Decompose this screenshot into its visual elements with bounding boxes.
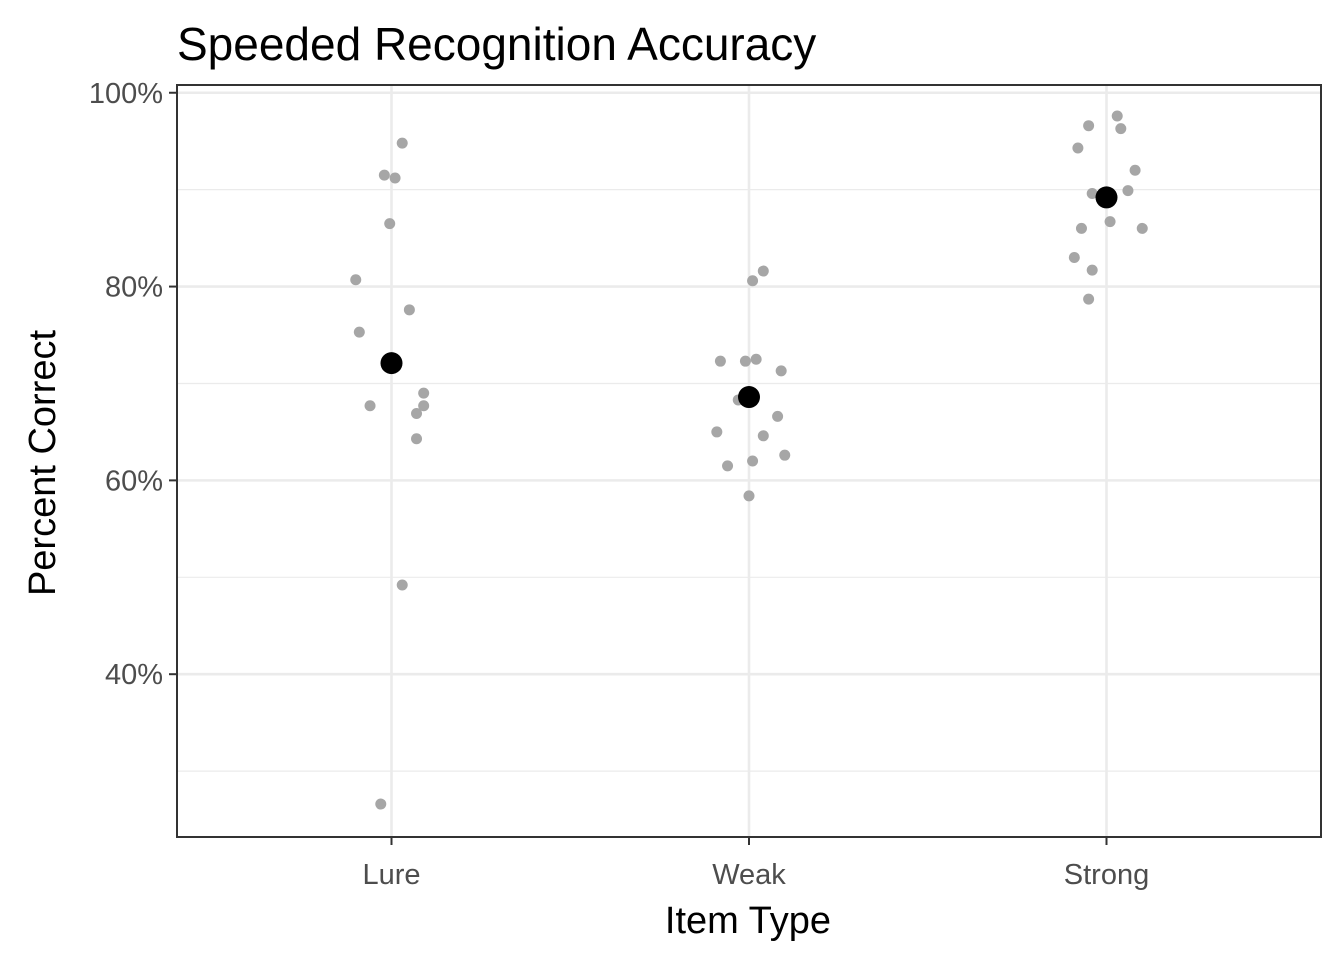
x-tick-label: Strong [1064,859,1149,891]
data-point [1086,188,1098,200]
x-axis: Lure Weak Strong [362,837,1149,891]
mean-point [738,386,760,409]
data-point [1083,293,1095,305]
data-point [403,304,415,316]
data-point [757,430,769,442]
data-point [743,490,755,502]
data-point [384,218,396,230]
y-axis: 40% 60% 80% 100% [89,78,177,691]
data-point [396,579,408,591]
data-point [389,172,401,184]
data-point [1068,251,1080,263]
x-tick-label: Lure [362,859,420,891]
data-point [747,455,759,467]
data-point [1111,110,1123,122]
data-point [772,410,784,422]
mean-point [1095,186,1118,209]
data-point [418,387,430,399]
data-point [1136,222,1148,234]
mean-points [380,186,1118,409]
data-point [1122,185,1134,197]
data-point [739,355,751,367]
data-point [1115,123,1127,135]
data-point [1075,222,1087,234]
data-point [353,326,365,338]
data-point [722,460,734,472]
data-point [775,365,787,377]
y-tick-label: 100% [89,78,163,110]
data-point [750,353,762,365]
data-point [779,449,791,461]
data-point [411,408,423,420]
data-point [411,433,423,445]
data-point [378,169,390,181]
y-tick-label: 40% [105,659,163,691]
data-point [396,137,408,149]
data-points [350,110,1148,810]
y-tick-label: 60% [105,465,163,497]
data-point [1129,164,1141,176]
data-point [1083,120,1095,132]
data-point [1086,264,1098,276]
data-point [711,426,723,438]
data-point [375,798,387,810]
data-point [714,355,726,367]
data-point [757,265,769,277]
data-point [1072,142,1084,154]
data-point [350,274,362,286]
y-axis-title: Percent Correct [22,330,64,597]
data-point [418,400,430,412]
x-tick-label: Weak [712,859,786,891]
mean-point [380,352,403,375]
y-tick-label: 80% [105,272,163,304]
data-point [1104,216,1116,228]
data-point [364,400,376,412]
data-point [747,275,759,287]
x-axis-title: Item Type [665,900,831,942]
chart-title: Speeded Recognition Accuracy [177,18,816,70]
